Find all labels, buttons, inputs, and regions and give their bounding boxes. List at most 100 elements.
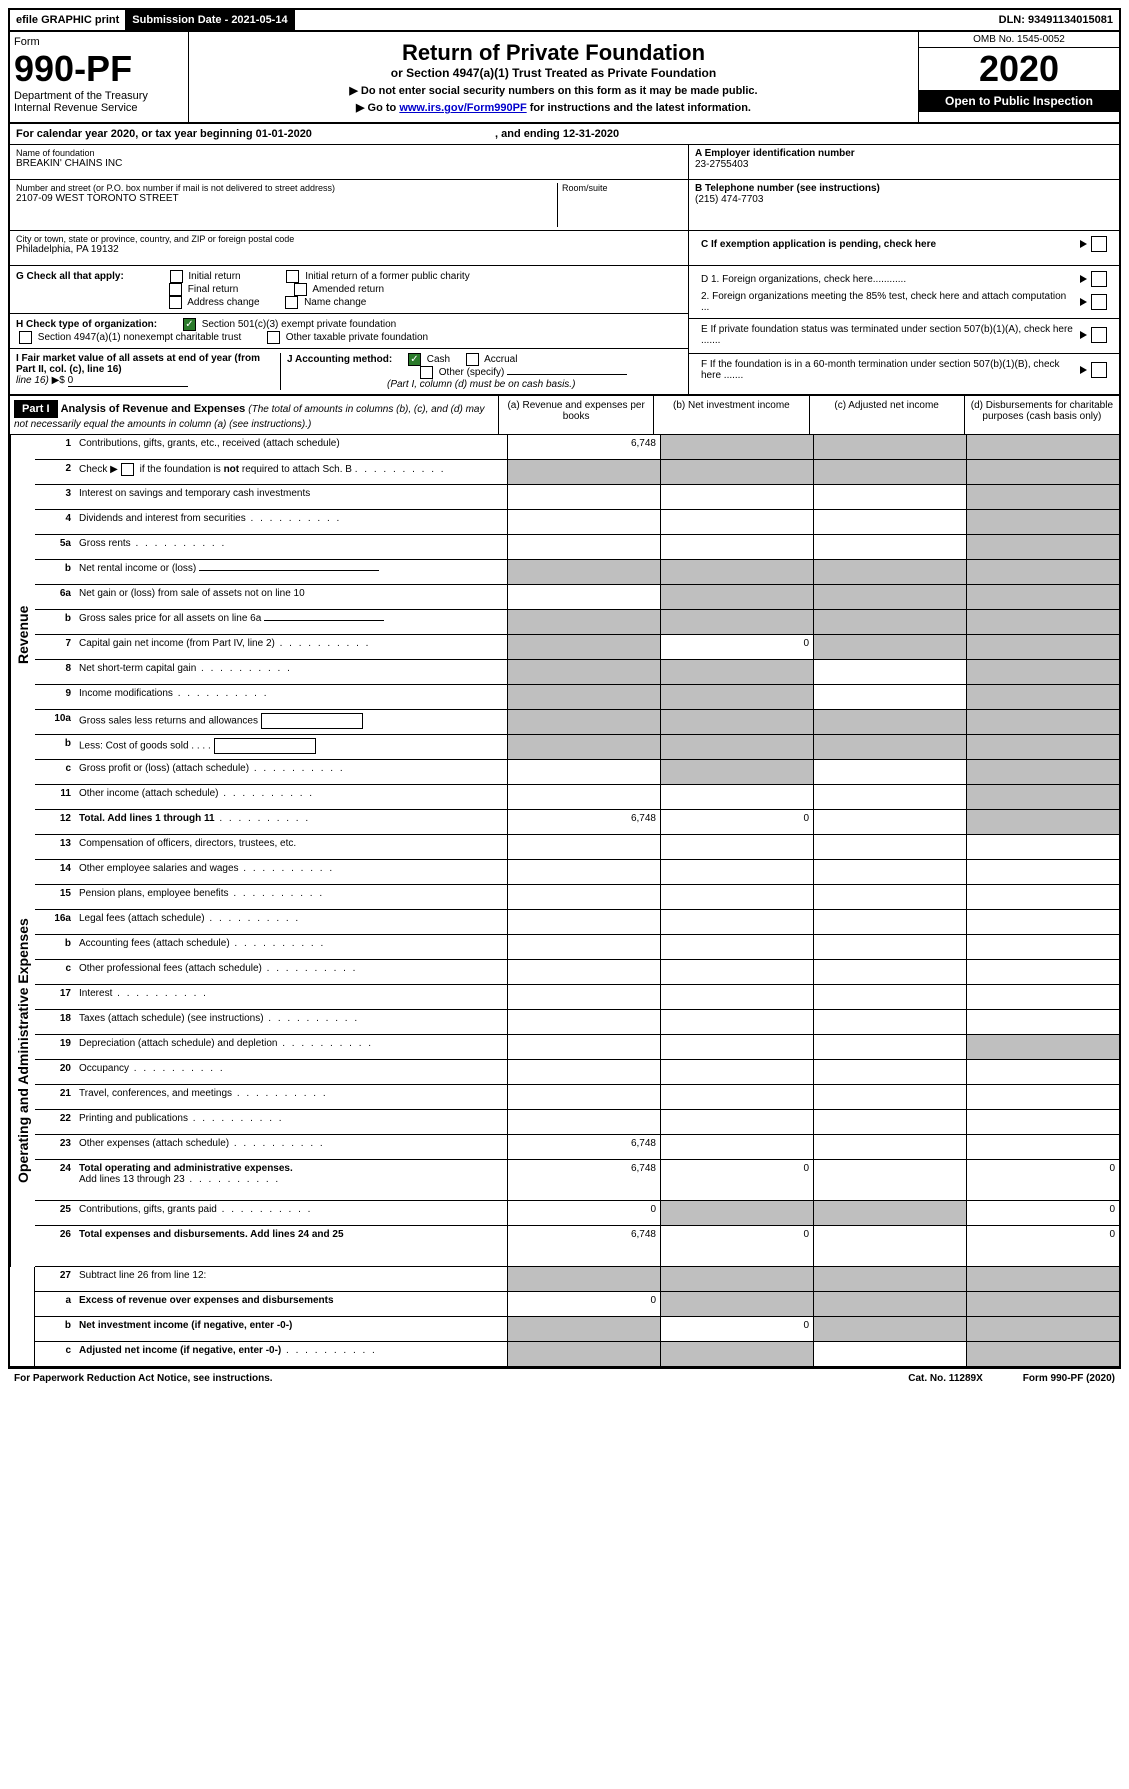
l11-num: 11 [35, 785, 75, 809]
l1-col-b [660, 435, 813, 459]
l27a-col-b [660, 1292, 813, 1316]
irs-link[interactable]: www.irs.gov/Form990PF [399, 102, 526, 114]
d1-checkbox[interactable] [1091, 271, 1107, 287]
l16c-col-c [813, 960, 966, 984]
e-checkbox[interactable] [1091, 327, 1107, 343]
f-checkbox[interactable] [1091, 362, 1107, 378]
l27a-num: a [35, 1292, 75, 1316]
l10b-num: b [35, 735, 75, 759]
entity-right: A Employer identification number 23-2755… [688, 145, 1119, 394]
l9-num: 9 [35, 685, 75, 709]
irs-label: Internal Revenue Service [14, 102, 184, 114]
addr-change-label: Address change [187, 297, 259, 308]
name-change-checkbox[interactable] [285, 296, 298, 309]
l17-col-b [660, 985, 813, 1009]
l2-num: 2 [35, 460, 75, 484]
f-cell: F If the foundation is in a 60-month ter… [689, 354, 1119, 388]
addr-change-checkbox[interactable] [169, 296, 182, 309]
l27b-col-d [966, 1317, 1119, 1341]
l5b-num: b [35, 560, 75, 584]
l10b-col-b [660, 735, 813, 759]
accrual-checkbox[interactable] [466, 353, 479, 366]
l16a-num: 16a [35, 910, 75, 934]
l25-col-d: 0 [966, 1201, 1119, 1225]
l20-col-b [660, 1060, 813, 1084]
revenue-body: 1 Contributions, gifts, grants, etc., re… [35, 435, 1119, 835]
l27-col-a [507, 1267, 660, 1291]
final-return-checkbox[interactable] [169, 283, 182, 296]
amended-checkbox[interactable] [294, 283, 307, 296]
line-10b: b Less: Cost of goods sold . . . . [35, 735, 1119, 760]
cash-checkbox[interactable] [408, 353, 421, 366]
l1-desc: Contributions, gifts, grants, etc., rece… [75, 435, 507, 459]
ij-row: I Fair market value of all assets at end… [10, 349, 688, 394]
l2-col-c [813, 460, 966, 484]
l5a-col-c [813, 535, 966, 559]
l20-col-a [507, 1060, 660, 1084]
line-26: 26 Total expenses and disbursements. Add… [35, 1226, 1119, 1267]
dept-label: Department of the Treasury [14, 90, 184, 102]
initial-former-checkbox[interactable] [286, 270, 299, 283]
l18-col-c [813, 1010, 966, 1034]
l6a-col-d [966, 585, 1119, 609]
l27b-col-a [507, 1317, 660, 1341]
l15-col-c [813, 885, 966, 909]
open-public-label: Open to Public Inspection [919, 90, 1119, 112]
l23-col-d [966, 1135, 1119, 1159]
arrow-icon [1080, 240, 1087, 248]
l17-col-c [813, 985, 966, 1009]
l1-num: 1 [35, 435, 75, 459]
l16b-desc: Accounting fees (attach schedule) [75, 935, 507, 959]
other-taxable-checkbox[interactable] [267, 331, 280, 344]
l6a-col-b [660, 585, 813, 609]
l10a-col-b [660, 710, 813, 734]
l3-col-c [813, 485, 966, 509]
501c3-checkbox[interactable] [183, 318, 196, 331]
l10a-col-d [966, 710, 1119, 734]
l25-col-a: 0 [507, 1201, 660, 1225]
l16c-col-a [507, 960, 660, 984]
l19-num: 19 [35, 1035, 75, 1059]
l10c-desc: Gross profit or (loss) (attach schedule) [75, 760, 507, 784]
l7-col-c [813, 635, 966, 659]
l7-col-a [507, 635, 660, 659]
line-21: 21 Travel, conferences, and meetings [35, 1085, 1119, 1110]
omb-number: OMB No. 1545-0052 [919, 32, 1119, 48]
4947-checkbox[interactable] [19, 331, 32, 344]
phone-value: (215) 474-7703 [695, 194, 1113, 205]
l8-desc: Net short-term capital gain [75, 660, 507, 684]
line-25: 25 Contributions, gifts, grants paid 0 0 [35, 1201, 1119, 1226]
l16b-col-c [813, 935, 966, 959]
l5a-desc: Gross rents [75, 535, 507, 559]
l15-desc: Pension plans, employee benefits [75, 885, 507, 909]
accrual-label: Accrual [484, 354, 517, 365]
part1-title-cell: Part I Analysis of Revenue and Expenses … [10, 396, 498, 434]
i-prefix: ▶$ [52, 375, 68, 386]
l22-desc: Printing and publications [75, 1110, 507, 1134]
instr2-post: for instructions and the latest informat… [527, 102, 751, 114]
e-cell: E If private foundation status was termi… [689, 319, 1119, 354]
initial-return-checkbox[interactable] [170, 270, 183, 283]
other-method-checkbox[interactable] [420, 366, 433, 379]
c-checkbox[interactable] [1091, 236, 1107, 252]
line-6a: 6a Net gain or (loss) from sale of asset… [35, 585, 1119, 610]
l14-col-d [966, 860, 1119, 884]
d2-checkbox[interactable] [1091, 294, 1107, 310]
l15-col-b [660, 885, 813, 909]
l10c-num: c [35, 760, 75, 784]
sch-b-checkbox[interactable] [121, 463, 134, 476]
l6b-num: b [35, 610, 75, 634]
l3-col-a [507, 485, 660, 509]
line-12: 12 Total. Add lines 1 through 11 6,748 0 [35, 810, 1119, 835]
l27b-col-b: 0 [660, 1317, 813, 1341]
l25-num: 25 [35, 1201, 75, 1225]
l2-desc: Check ▶ if the foundation is not require… [75, 460, 507, 484]
form-header: Form 990-PF Department of the Treasury I… [10, 32, 1119, 124]
line-19: 19 Depreciation (attach schedule) and de… [35, 1035, 1119, 1060]
l27b-desc: Net investment income (if negative, ente… [75, 1317, 507, 1341]
line-24: 24 Total operating and administrative ex… [35, 1160, 1119, 1201]
l19-col-c [813, 1035, 966, 1059]
l22-col-c [813, 1110, 966, 1134]
line-16c: c Other professional fees (attach schedu… [35, 960, 1119, 985]
l6b-col-b [660, 610, 813, 634]
